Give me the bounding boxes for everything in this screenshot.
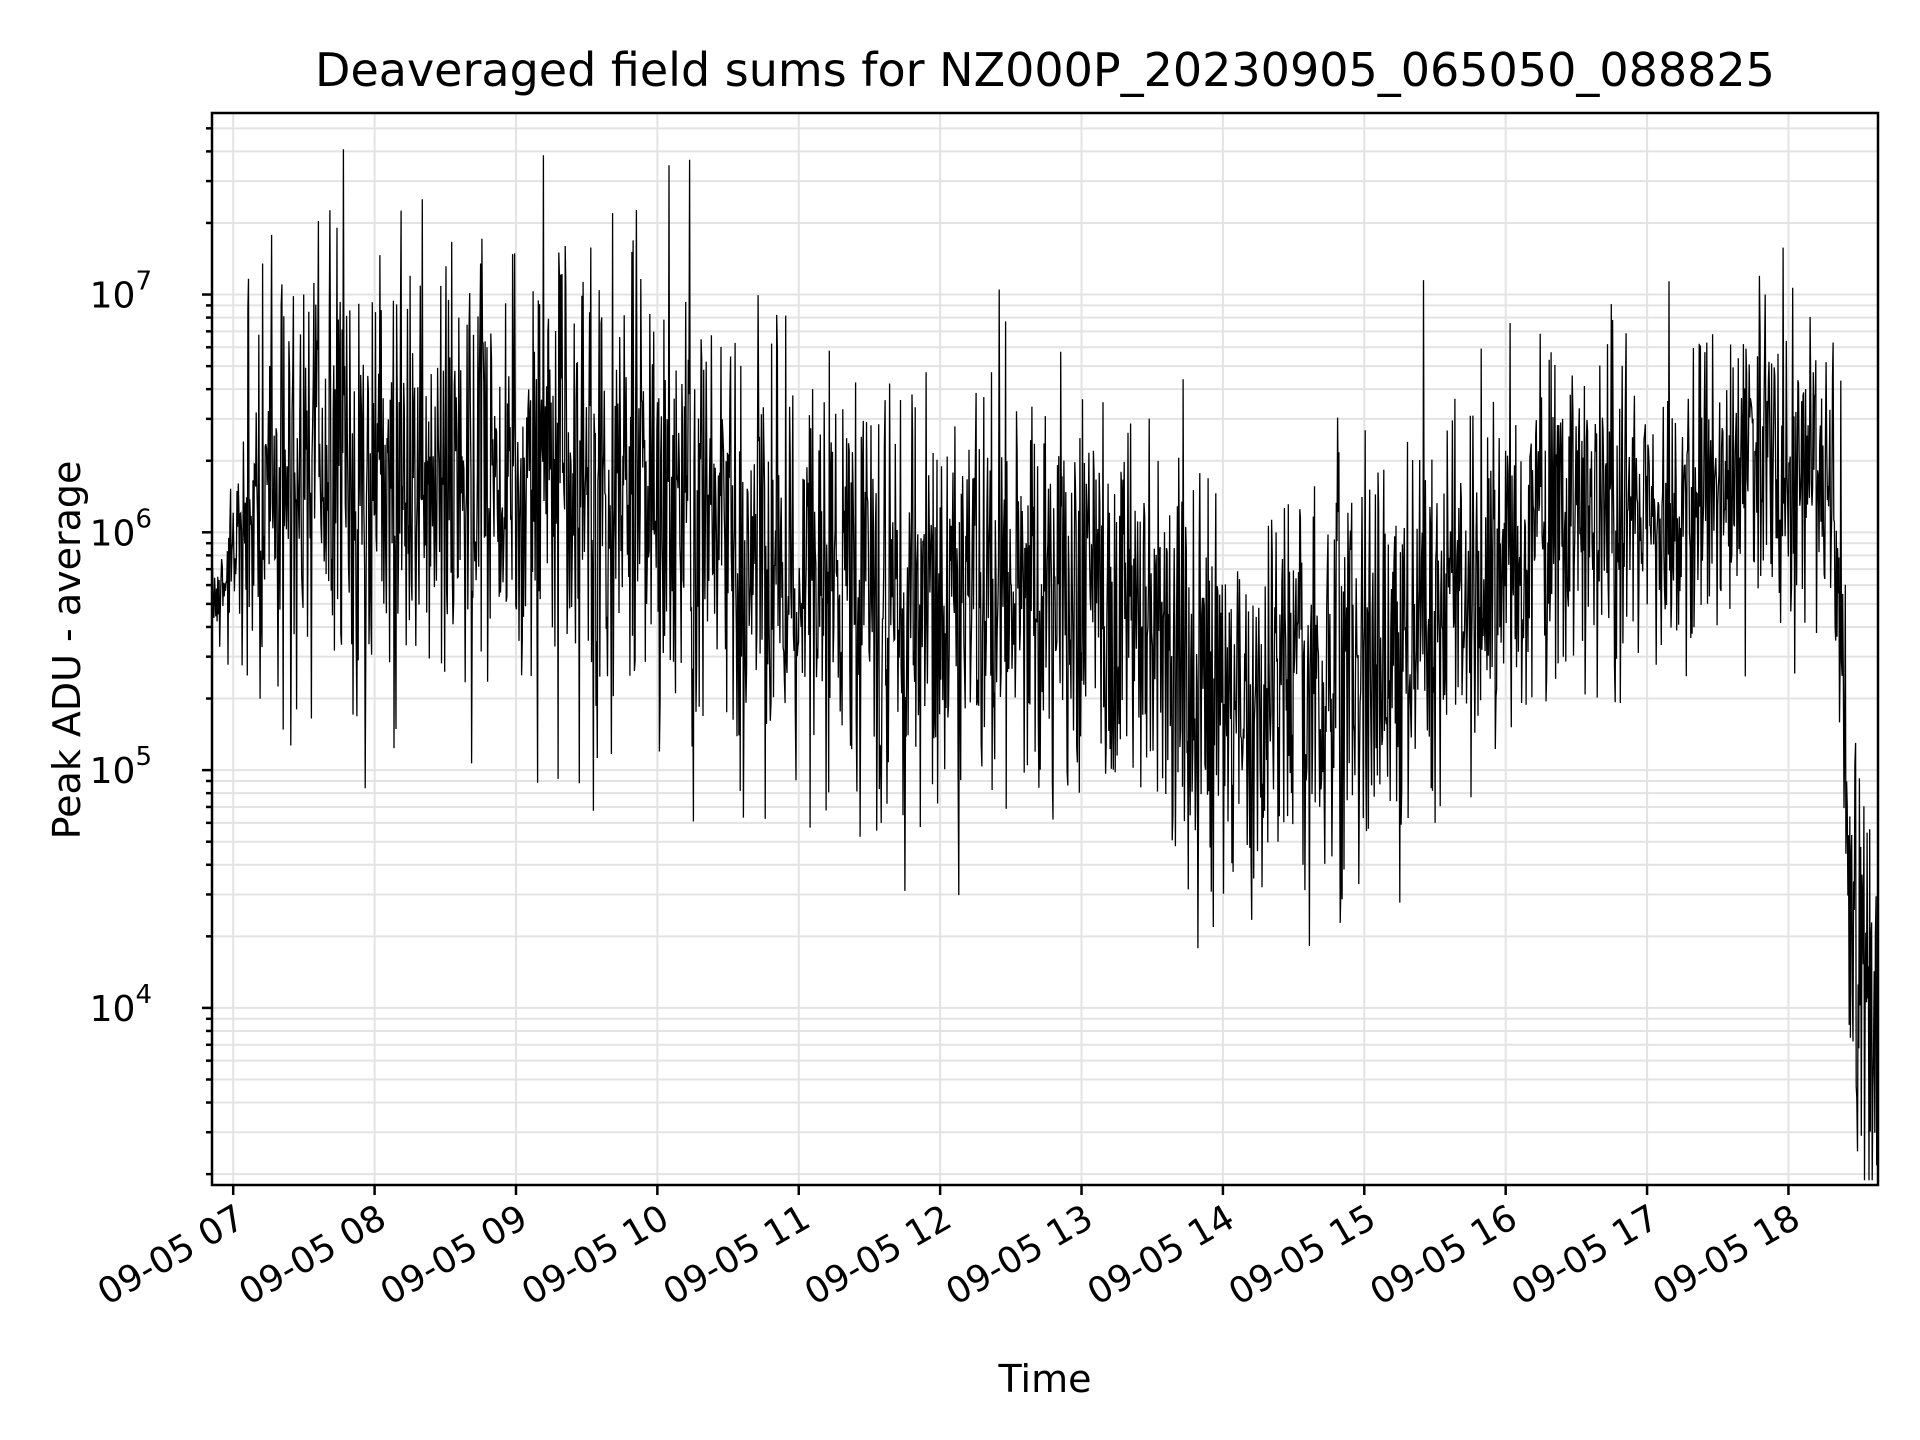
x-tick-label: 09-05 15 <box>1222 1197 1383 1313</box>
plot-frame <box>210 111 1880 1187</box>
x-tick-label: 09-05 18 <box>1646 1197 1807 1313</box>
y-tick-label: 106 <box>90 504 152 554</box>
x-tick-label: 09-05 09 <box>374 1197 535 1313</box>
x-tick-label: 09-05 14 <box>1081 1197 1242 1313</box>
y-axis-label: Peak ADU - average <box>45 461 89 840</box>
chart-title: Deaveraged field sums for NZ000P_2023090… <box>315 43 1775 97</box>
x-axis-label: Time <box>998 1357 1092 1401</box>
x-tick-label: 09-05 13 <box>939 1197 1100 1313</box>
y-axis: 104 105 106 107 <box>90 127 212 1176</box>
x-tick-label: 09-05 12 <box>798 1197 959 1313</box>
y-tick-label: 107 <box>90 267 152 317</box>
series-line <box>211 149 1879 1181</box>
y-tick-label: 105 <box>90 742 152 792</box>
x-tick-label: 09-05 08 <box>232 1197 393 1313</box>
x-tick-label: 09-05 16 <box>1364 1197 1525 1313</box>
grid <box>212 113 1878 1185</box>
x-tick-label: 09-05 10 <box>515 1197 676 1313</box>
x-tick-label: 09-05 17 <box>1505 1197 1666 1313</box>
x-tick-label: 09-05 07 <box>91 1197 252 1313</box>
x-tick-label: 09-05 11 <box>657 1197 818 1313</box>
series-layer <box>211 149 1879 1181</box>
y-tick-label: 104 <box>90 980 152 1030</box>
